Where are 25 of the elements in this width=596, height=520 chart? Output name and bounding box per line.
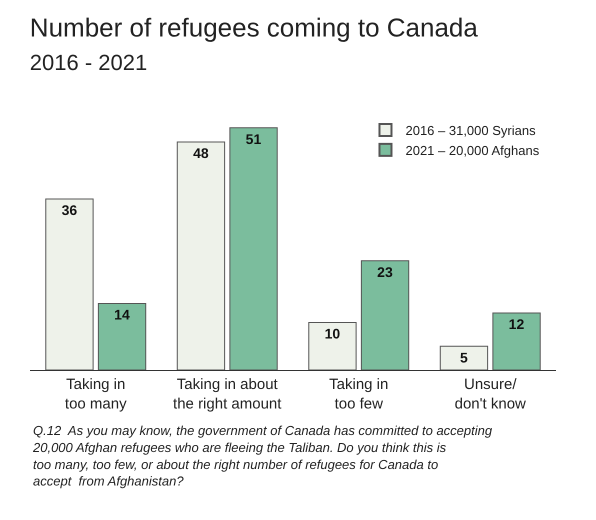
data-label: 12 [508,316,524,332]
bar [492,312,541,370]
text: Q.12 As you may know, the government of Canada has committed to accepting 20,000 Afghan refugees who are fleeing the Taliban. Do you think this is too many, too few, or about the right number of refugees for Canada to accept from Afghanistan? [32,423,493,489]
bar [440,346,488,370]
data-label: 51 [246,130,262,147]
legend-label: 2021 – 20,000 Afghans [405,142,540,158]
bar [45,198,94,370]
bar [229,127,278,370]
x-tick-label: Unsure/ don't know [454,376,526,412]
bar [98,303,146,370]
data-label: 14 [114,306,130,322]
legend-label: 2016 – 31,000 Syrians [405,123,536,138]
x-tick-label: Taking in too few [329,376,388,412]
data-label: 36 [62,202,78,218]
x-tick-label: Taking in too many [64,376,128,412]
data-label: 23 [377,264,393,280]
chart-subtitle: 2016 - 2021 [30,50,148,76]
bar [308,322,357,370]
data-label: 10 [324,326,340,342]
data-label: 5 [460,349,468,366]
x-tick-label: Taking in about the right amount [173,376,282,412]
bar [176,142,226,370]
bar [360,260,410,370]
chart-title: Number of refugees coming to Canada [30,12,478,42]
data-label: 48 [193,145,209,161]
